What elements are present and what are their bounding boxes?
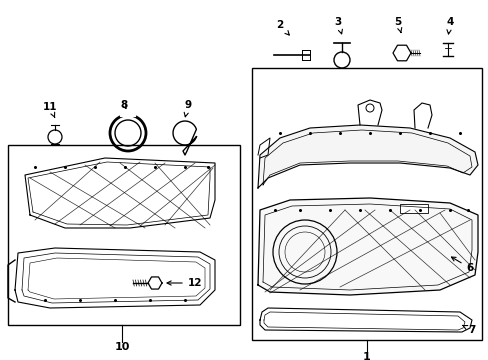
Text: 12: 12 bbox=[167, 278, 202, 288]
Text: 8: 8 bbox=[120, 100, 127, 110]
Text: 3: 3 bbox=[334, 17, 342, 34]
Text: 10: 10 bbox=[114, 342, 129, 352]
Text: 9: 9 bbox=[184, 100, 191, 117]
Bar bbox=[8, 145, 240, 325]
Text: 11: 11 bbox=[42, 102, 57, 117]
Bar bbox=[399, 204, 427, 213]
Text: 5: 5 bbox=[393, 17, 401, 33]
Text: 2: 2 bbox=[276, 20, 289, 35]
Polygon shape bbox=[258, 125, 477, 188]
Text: 7: 7 bbox=[462, 325, 475, 335]
Bar bbox=[251, 68, 481, 340]
Text: 6: 6 bbox=[450, 257, 473, 273]
Polygon shape bbox=[258, 198, 477, 295]
Text: 4: 4 bbox=[446, 17, 453, 34]
Text: 1: 1 bbox=[363, 352, 370, 360]
